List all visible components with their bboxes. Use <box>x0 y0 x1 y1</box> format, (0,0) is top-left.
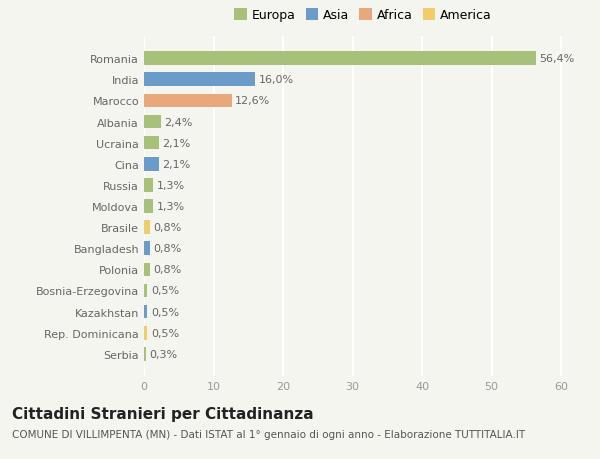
Text: 0,8%: 0,8% <box>153 265 181 275</box>
Bar <box>144 326 148 340</box>
Text: Cittadini Stranieri per Cittadinanza: Cittadini Stranieri per Cittadinanza <box>12 406 314 421</box>
Bar <box>144 73 255 87</box>
Legend: Europa, Asia, Africa, America: Europa, Asia, Africa, America <box>230 6 496 26</box>
Bar <box>144 157 158 171</box>
Text: 0,3%: 0,3% <box>149 349 178 359</box>
Bar <box>144 284 148 298</box>
Bar <box>144 305 148 319</box>
Bar <box>144 94 232 108</box>
Text: 0,5%: 0,5% <box>151 307 179 317</box>
Text: 2,1%: 2,1% <box>162 138 190 148</box>
Text: 0,8%: 0,8% <box>153 223 181 233</box>
Text: 56,4%: 56,4% <box>539 54 575 64</box>
Bar <box>144 52 536 66</box>
Text: 0,5%: 0,5% <box>151 286 179 296</box>
Text: 1,3%: 1,3% <box>157 202 185 212</box>
Bar <box>144 115 161 129</box>
Bar <box>144 242 149 256</box>
Bar <box>144 221 149 235</box>
Text: 2,4%: 2,4% <box>164 117 193 127</box>
Bar <box>144 263 149 277</box>
Bar <box>144 179 153 192</box>
Text: 16,0%: 16,0% <box>259 75 294 85</box>
Text: 0,5%: 0,5% <box>151 328 179 338</box>
Text: 12,6%: 12,6% <box>235 96 271 106</box>
Bar <box>144 200 153 213</box>
Text: 2,1%: 2,1% <box>162 159 190 169</box>
Text: 1,3%: 1,3% <box>157 180 185 190</box>
Text: 0,8%: 0,8% <box>153 244 181 254</box>
Bar <box>144 347 146 361</box>
Bar <box>144 136 158 150</box>
Text: COMUNE DI VILLIMPENTA (MN) - Dati ISTAT al 1° gennaio di ogni anno - Elaborazion: COMUNE DI VILLIMPENTA (MN) - Dati ISTAT … <box>12 429 525 439</box>
